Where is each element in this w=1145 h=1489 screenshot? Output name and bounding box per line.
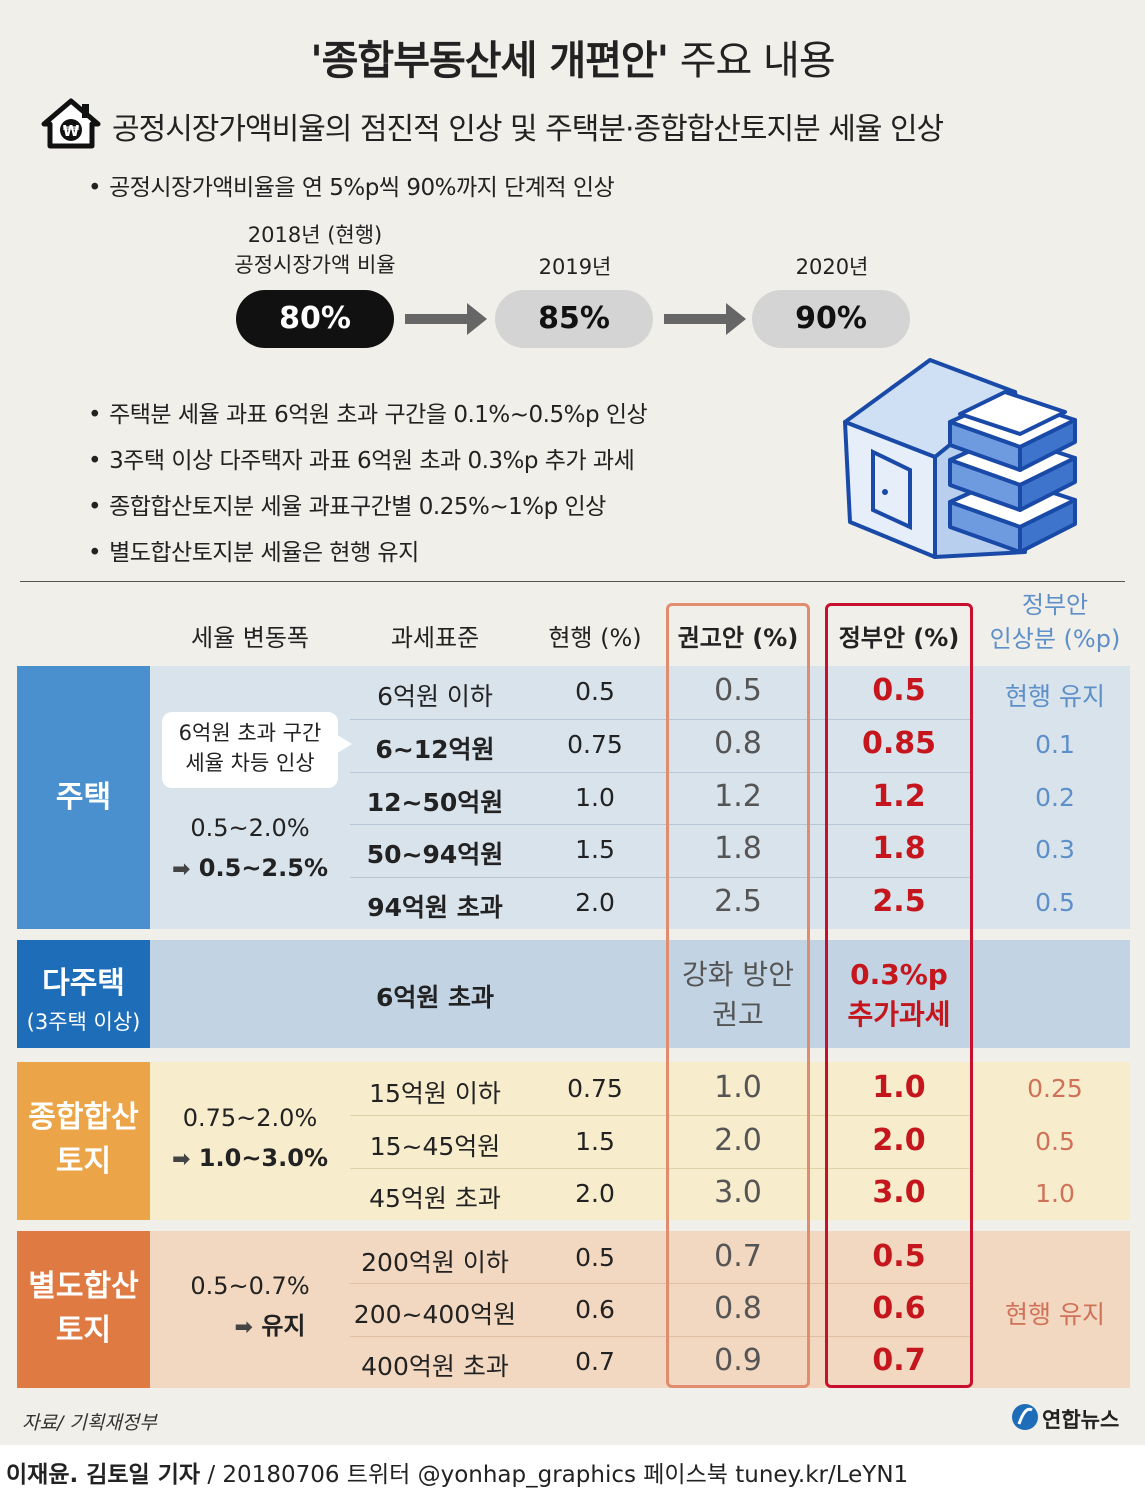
- header-range: 세율 변동폭: [190, 624, 310, 652]
- house-won-icon: ₩: [41, 98, 101, 149]
- pill-2018-value: 80%: [236, 290, 394, 348]
- bullet-multi: 3주택 이상 다주택자 과표 6억원 초과 0.3%p 추가 과세: [88, 441, 635, 475]
- recommend-highlight-box: [666, 603, 810, 1388]
- row-divider: [350, 772, 970, 773]
- multi-gov: 0.3%p 추가과세: [847, 958, 951, 1031]
- svg-text:₩: ₩: [63, 122, 80, 140]
- arrow-right-icon: [664, 303, 746, 335]
- category-multi: 다주택 (3주택 이상): [17, 940, 150, 1048]
- gov-highlight-box: [825, 603, 973, 1388]
- separate-band: [150, 1231, 1130, 1388]
- step-caption-2020: 2020년: [795, 255, 869, 279]
- pill-2019-value: 85%: [495, 290, 653, 348]
- logo-text: 연합뉴스: [1042, 1408, 1120, 1432]
- step-caption-2018: 2018년 (현행) 공정시장가액 비율: [234, 223, 396, 277]
- multi-band: [150, 940, 1130, 1048]
- source-note: 자료/ 기획재정부: [22, 1412, 157, 1434]
- separate-increase: 현행 유지: [1005, 1300, 1105, 1329]
- header-current: 현행 (%): [548, 624, 642, 652]
- bullet-combined: 종합합산토지분 세율 과표구간별 0.25%~1%p 인상: [88, 487, 606, 521]
- credit-line: 이재윤. 김토일 기자 / 20180706 트위터 @yonhap_graph…: [6, 1462, 909, 1488]
- category-housing: 주택: [17, 666, 150, 929]
- step-caption-2019: 2019년: [538, 255, 612, 279]
- category-combined: 종합합산 토지: [17, 1062, 150, 1220]
- housing-band: [150, 666, 1130, 929]
- row-divider: [350, 877, 970, 878]
- row-divider: [350, 719, 970, 720]
- page-title: '종합부동산세 개편안' 주요 내용: [310, 38, 835, 84]
- housing-range: 0.5~2.0% ➡ 0.5~2.5%: [172, 814, 328, 882]
- combined-range: 0.75~2.0% ➡ 1.0~3.0%: [172, 1104, 328, 1172]
- category-separate: 별도합산 토지: [17, 1231, 150, 1388]
- house-money-icon: [843, 358, 1077, 559]
- pill-2020-value: 90%: [752, 290, 910, 348]
- row-divider: [350, 1168, 970, 1169]
- bullet-rate-increase: 공정시장가액비율을 연 5%p씩 90%까지 단계적 인상: [88, 168, 615, 202]
- bullet-housing: 주택분 세율 과표 6억원 초과 구간을 0.1%~0.5%p 인상: [88, 395, 648, 429]
- header-base: 과세표준: [390, 624, 480, 652]
- header-recommend: 권고안 (%): [677, 624, 799, 652]
- yonhap-logo-icon: [1012, 1404, 1038, 1430]
- row-divider: [350, 1336, 970, 1337]
- row-divider: [350, 1115, 970, 1116]
- separate-range: 0.5~0.7% ➡ 유지: [190, 1272, 310, 1340]
- arrow-right-icon: [405, 303, 487, 335]
- multi-recommend: 강화 방안 권고: [682, 958, 794, 1031]
- header-increase: 정부안 인상분 (%p): [989, 591, 1121, 653]
- combined-band: [150, 1062, 1130, 1220]
- sub-heading: 공정시장가액비율의 점진적 인상 및 주택분·종합합산토지분 세율 인상: [112, 112, 944, 147]
- row-divider: [350, 824, 970, 825]
- row-divider: [350, 1283, 970, 1284]
- housing-note: 6억원 초과 구간 세율 차등 인상: [162, 712, 352, 788]
- header-gov: 정부안 (%): [838, 624, 960, 652]
- divider: [20, 581, 1125, 582]
- multi-base: 6억원 초과: [375, 983, 495, 1012]
- bullet-separate: 별도합산토지분 세율은 현행 유지: [88, 533, 419, 567]
